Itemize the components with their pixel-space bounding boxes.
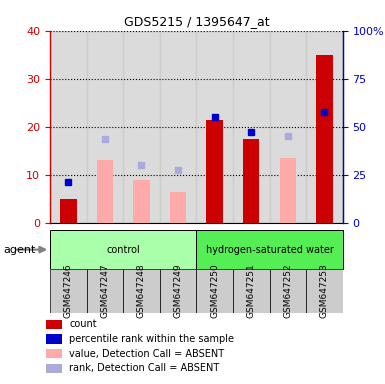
Text: GSM647247: GSM647247: [100, 263, 109, 318]
Text: GSM647248: GSM647248: [137, 263, 146, 318]
Bar: [97, 161, 113, 223]
Text: GSM647251: GSM647251: [247, 263, 256, 318]
FancyBboxPatch shape: [50, 269, 87, 313]
Bar: [170, 192, 186, 223]
Bar: [133, 180, 150, 223]
Text: GSM647246: GSM647246: [64, 263, 73, 318]
Bar: [123, 31, 160, 223]
Bar: [233, 31, 270, 223]
Text: rank, Detection Call = ABSENT: rank, Detection Call = ABSENT: [69, 363, 219, 373]
Bar: [196, 31, 233, 223]
FancyBboxPatch shape: [196, 269, 233, 313]
Text: GSM647252: GSM647252: [283, 263, 292, 318]
FancyBboxPatch shape: [50, 230, 196, 269]
Bar: [87, 31, 123, 223]
FancyBboxPatch shape: [233, 269, 270, 313]
Bar: [280, 158, 296, 223]
Bar: [306, 31, 343, 223]
Bar: [160, 31, 196, 223]
Bar: [206, 119, 223, 223]
Text: control: control: [106, 245, 140, 255]
Text: GSM647250: GSM647250: [210, 263, 219, 318]
FancyBboxPatch shape: [196, 230, 343, 269]
Text: GSM647253: GSM647253: [320, 263, 329, 318]
Bar: [60, 199, 77, 223]
Text: value, Detection Call = ABSENT: value, Detection Call = ABSENT: [69, 349, 224, 359]
FancyBboxPatch shape: [306, 269, 343, 313]
Text: count: count: [69, 319, 97, 329]
FancyBboxPatch shape: [270, 269, 306, 313]
Text: hydrogen-saturated water: hydrogen-saturated water: [206, 245, 333, 255]
Text: agent: agent: [4, 245, 36, 255]
Bar: [50, 31, 87, 223]
Bar: [243, 139, 259, 223]
Bar: [270, 31, 306, 223]
FancyBboxPatch shape: [123, 269, 160, 313]
FancyBboxPatch shape: [160, 269, 196, 313]
Text: GSM647249: GSM647249: [174, 263, 182, 318]
FancyBboxPatch shape: [87, 269, 123, 313]
Text: percentile rank within the sample: percentile rank within the sample: [69, 334, 234, 344]
Bar: [316, 55, 333, 223]
Title: GDS5215 / 1395647_at: GDS5215 / 1395647_at: [124, 15, 269, 28]
